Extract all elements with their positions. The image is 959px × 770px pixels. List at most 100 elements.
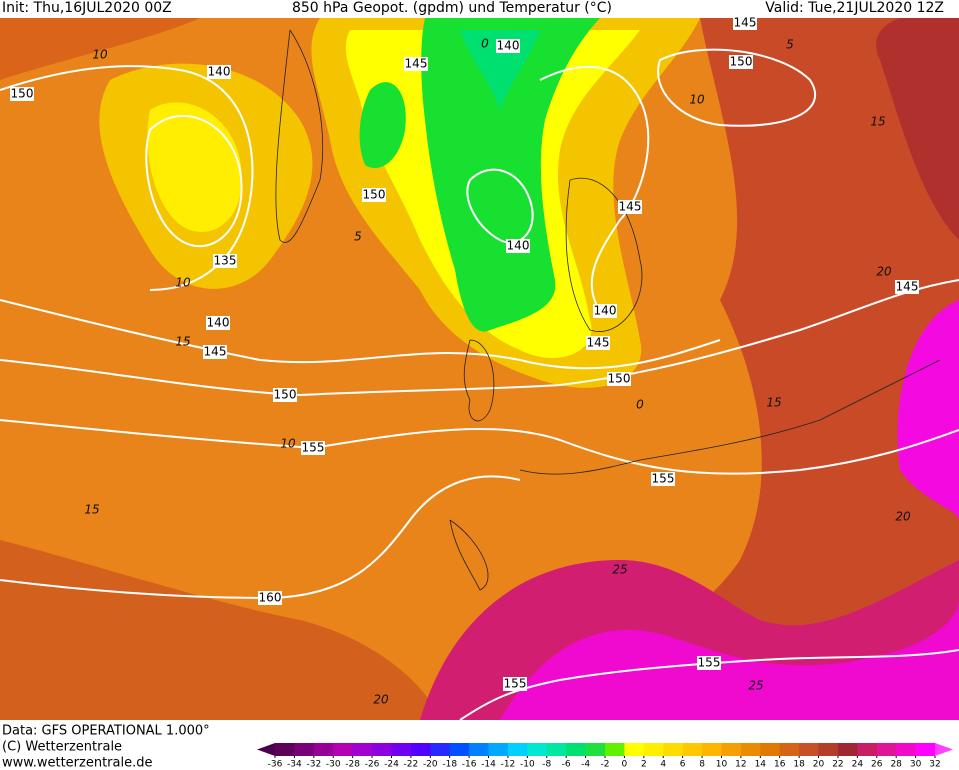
colorbar-swatch	[896, 743, 917, 756]
colorbar-tick-label: 18	[793, 760, 805, 770]
contour-label-box	[607, 372, 631, 386]
contour-label-box	[273, 388, 297, 402]
colorbar-swatch	[469, 743, 490, 756]
colorbar-swatch	[410, 743, 431, 756]
contour-label-box	[10, 87, 34, 101]
isotherm-label: 10	[92, 48, 108, 62]
coastline	[519, 359, 941, 475]
contour-label-box	[213, 254, 237, 268]
colorbar-tick-label: 16	[774, 760, 786, 770]
isotherm-label: 25	[748, 679, 763, 693]
colorbar-tick-label: 20	[813, 760, 825, 770]
colorbar-tick-label: 6	[680, 760, 686, 770]
contour-label-box	[697, 656, 721, 670]
contour-label: 145	[204, 345, 227, 359]
coastline	[275, 29, 323, 243]
colorbar-below	[257, 743, 275, 756]
header-bar	[0, 0, 959, 18]
warm-region	[0, 18, 200, 80]
colorbar-tick-label: -18	[442, 760, 457, 770]
labels: 1401501451401451501501451401351401451401…	[10, 16, 919, 707]
contour-label-box	[618, 200, 642, 214]
colorbar-swatch	[333, 743, 354, 756]
coastline	[565, 177, 643, 332]
isotherm-label: 25	[612, 563, 627, 577]
contour-label: 145	[619, 200, 642, 214]
colorbar-swatch	[507, 743, 528, 756]
contour-label-box	[301, 441, 325, 455]
contour-label-box	[362, 188, 386, 202]
contour-label: 160	[259, 591, 282, 605]
contour-label-box	[506, 239, 530, 253]
colorbar-tick-label: 8	[699, 760, 705, 770]
contour-label-box	[207, 65, 231, 79]
colorbar-swatch	[702, 743, 722, 756]
colorbar-swatch	[624, 743, 645, 756]
colorbar-swatch	[915, 743, 936, 756]
contour-label-box	[729, 55, 753, 69]
isotherm-label: 15	[175, 335, 190, 349]
contour-label: 140	[594, 304, 617, 318]
very-cold-region	[359, 82, 406, 169]
coastline	[449, 519, 489, 591]
isotherm-label: 15	[84, 503, 99, 517]
colorbar-tick-label: -26	[365, 760, 380, 770]
contour-line	[459, 649, 959, 721]
colorbar-tick-label: -32	[306, 760, 321, 770]
colorbar-swatch	[721, 743, 742, 756]
contour-label: 155	[302, 441, 325, 455]
contour-label-box	[593, 304, 617, 318]
isotherm-label: 0	[481, 37, 489, 51]
colorbar-swatch	[546, 743, 567, 756]
colorbar-tick-label: 0	[622, 760, 628, 770]
contour-label: 150	[11, 87, 34, 101]
contour-line	[466, 168, 534, 244]
colorbar-swatch	[391, 743, 412, 756]
contour-label: 140	[208, 65, 231, 79]
hot-region	[876, 18, 959, 240]
isotherm-label: 15	[870, 115, 885, 129]
isotherm-label: 10	[689, 93, 705, 107]
contour-label: 140	[207, 316, 230, 330]
contour-label-box	[206, 316, 230, 330]
colorbar-swatch	[275, 743, 295, 756]
colorbar-swatch	[430, 743, 451, 756]
colorbar-tick-label: 26	[871, 760, 883, 770]
cold-region	[147, 102, 242, 232]
contour-label: 150	[274, 388, 297, 402]
colorbar-swatch	[585, 743, 606, 756]
contour-label: 155	[698, 656, 721, 670]
colorbar-swatch	[837, 743, 858, 756]
contour-label: 155	[652, 472, 675, 486]
contour-label-box	[651, 472, 675, 486]
colorbar-swatch	[760, 743, 781, 756]
contour-line	[0, 475, 521, 600]
colorbar-swatch	[313, 743, 334, 756]
colorbar-tick-label: -20	[423, 760, 438, 770]
colorbar-tick-label: -16	[462, 760, 477, 770]
hot-region	[520, 18, 959, 720]
coastlines	[275, 29, 941, 591]
colorbar-swatch	[740, 743, 761, 756]
isotherm-label: 10	[175, 276, 191, 290]
contour-label: 155	[504, 677, 527, 691]
contour-label: 135	[214, 254, 237, 268]
colorbar-tick-label: 10	[716, 760, 728, 770]
contour-label: 145	[896, 280, 919, 294]
colorbar-tick-label: 24	[852, 760, 864, 770]
colorbar-tick-label: -24	[384, 760, 399, 770]
isotherm-label: 15	[766, 396, 781, 410]
contour-label: 145	[734, 16, 757, 30]
contour-line	[0, 279, 959, 397]
colorbar-swatch	[682, 743, 703, 756]
contour-label: 150	[363, 188, 386, 202]
contour-label: 140	[507, 239, 530, 253]
colorbar-tick-label: -34	[287, 760, 302, 770]
colorbar-tick-label: -28	[345, 760, 360, 770]
colorbar-tick-label: -36	[268, 760, 283, 770]
colorbar-tick-label: -6	[562, 760, 571, 770]
valid-time: Valid: Tue,21JUL2020 12Z	[765, 0, 944, 16]
data-source: Data: GFS OPERATIONAL 1.000°	[2, 724, 210, 739]
